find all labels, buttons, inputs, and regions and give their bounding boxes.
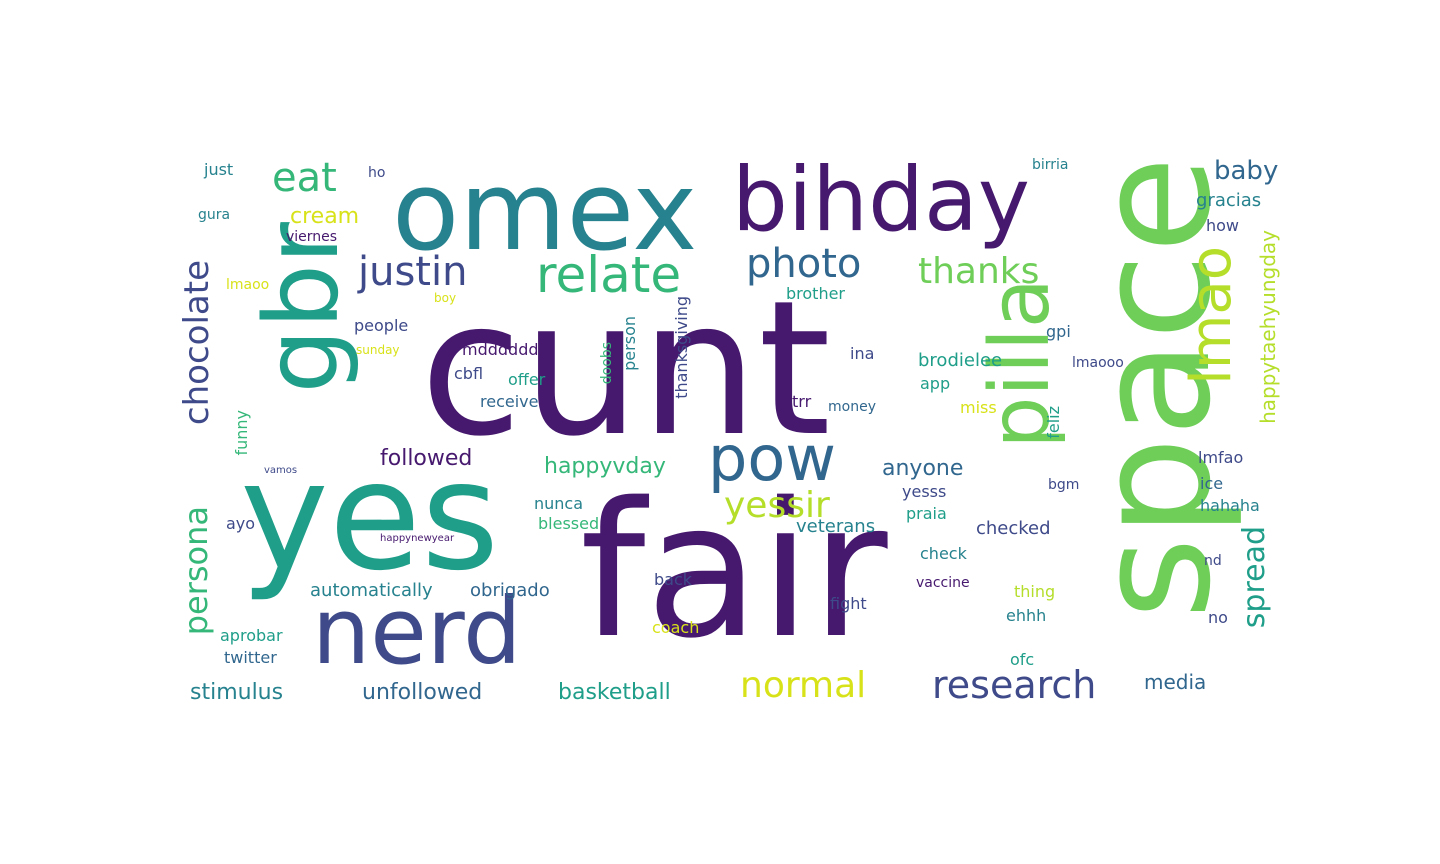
cloud-word: nerd: [312, 578, 522, 685]
cloud-word: receive: [480, 392, 539, 411]
cloud-word: pow: [708, 422, 836, 495]
cloud-word: cbfl: [454, 364, 484, 383]
cloud-word: thing: [1014, 582, 1056, 601]
cloud-word: hahaha: [1200, 496, 1260, 515]
cloud-word: mddddddrr: [462, 340, 552, 359]
cloud-word: just: [204, 160, 234, 179]
cloud-word: brother: [786, 284, 846, 303]
cloud-word: offer: [508, 370, 546, 389]
cloud-word: gpi: [1046, 322, 1071, 341]
cloud-word: back: [654, 570, 693, 589]
cloud-word: automatically: [310, 580, 433, 601]
cloud-word: thanksgiving: [672, 296, 691, 399]
cloud-word: fight: [830, 594, 867, 613]
cloud-word: bgm: [1048, 477, 1080, 493]
cloud-word: funny: [232, 410, 251, 456]
cloud-word: fair: [580, 462, 888, 679]
cloud-word: gracias: [1196, 190, 1262, 211]
cloud-word: ayo: [226, 514, 256, 533]
cloud-word: ofc: [1010, 650, 1035, 669]
cloud-word: happynewyear: [380, 533, 455, 544]
cloud-word: app: [920, 374, 951, 393]
cloud-word: birria: [1032, 157, 1069, 173]
cloud-word: feliz: [1044, 406, 1063, 439]
cloud-word: ehhh: [1006, 606, 1047, 625]
cloud-word: nd: [1204, 553, 1222, 569]
cloud-word: boy: [434, 291, 457, 305]
cloud-word: relate: [536, 246, 682, 304]
cloud-word: yessir: [724, 485, 830, 526]
cloud-word: ina: [850, 344, 875, 363]
cloud-word: brodielee: [918, 350, 1003, 371]
cloud-word: how: [1206, 216, 1240, 235]
cloud-word: aprobar: [220, 626, 283, 645]
cloud-word: followed: [380, 446, 473, 471]
cloud-word: chocolate: [177, 260, 217, 426]
cloud-word: omex: [392, 147, 698, 275]
cloud-word: happyvday: [544, 454, 666, 479]
cloud-word: gura: [198, 207, 231, 223]
cloud-word: bihday: [732, 148, 1030, 251]
cloud-word: twitter: [224, 648, 277, 667]
cloud-word: miss: [960, 398, 997, 417]
word-cloud: cunt fair space yes omex bihday gbr nerd…: [177, 147, 1284, 708]
cloud-word: basketball: [558, 680, 671, 705]
cloud-word: doobs: [599, 342, 615, 385]
cloud-word: veterans: [796, 516, 876, 537]
cloud-word: money: [828, 399, 876, 415]
cloud-word: lmaooo: [1072, 355, 1124, 371]
cloud-word: vaccine: [916, 575, 970, 591]
cloud-word: person: [620, 316, 639, 371]
cloud-word: viernes: [286, 229, 338, 245]
cloud-word: cream: [290, 204, 360, 229]
cloud-word: photo: [746, 241, 862, 287]
cloud-word: vamos: [264, 465, 298, 476]
cloud-word: sunday: [356, 343, 400, 357]
cloud-word: yes: [240, 430, 500, 604]
cloud-word: obrigado: [470, 580, 550, 601]
cloud-word: cunt: [420, 260, 831, 477]
cloud-word: no: [1208, 608, 1228, 627]
cloud-word: check: [920, 544, 967, 563]
cloud-word: unfollowed: [362, 680, 483, 705]
cloud-word: praia: [906, 504, 947, 523]
cloud-word: lmao: [1179, 246, 1244, 385]
cloud-word: ice: [1200, 474, 1224, 493]
cloud-word: persona: [177, 506, 215, 636]
cloud-word: yesss: [902, 482, 947, 501]
cloud-word: research: [932, 663, 1097, 707]
cloud-word: eat: [272, 155, 337, 201]
cloud-word: stimulus: [190, 680, 284, 705]
cloud-word: checked: [976, 518, 1051, 539]
cloud-word: thanks: [918, 251, 1040, 292]
cloud-word: anyone: [882, 456, 964, 481]
cloud-word: nunca: [534, 494, 584, 513]
cloud-word: people: [354, 316, 409, 335]
cloud-word: trr: [792, 392, 812, 411]
cloud-word: coach: [652, 618, 700, 637]
cloud-word: ho: [368, 165, 386, 181]
cloud-word: media: [1144, 670, 1207, 694]
cloud-word: spread: [1237, 526, 1272, 629]
cloud-word: lmaoo: [226, 277, 270, 293]
cloud-word: baby: [1214, 156, 1279, 186]
cloud-word: lmfao: [1198, 448, 1244, 467]
cloud-word: blessed: [538, 514, 600, 533]
cloud-word: happytaehyungday: [1256, 230, 1280, 424]
cloud-word: justin: [358, 249, 468, 295]
cloud-word: gbr: [243, 222, 362, 394]
cloud-word: normal: [740, 665, 867, 706]
